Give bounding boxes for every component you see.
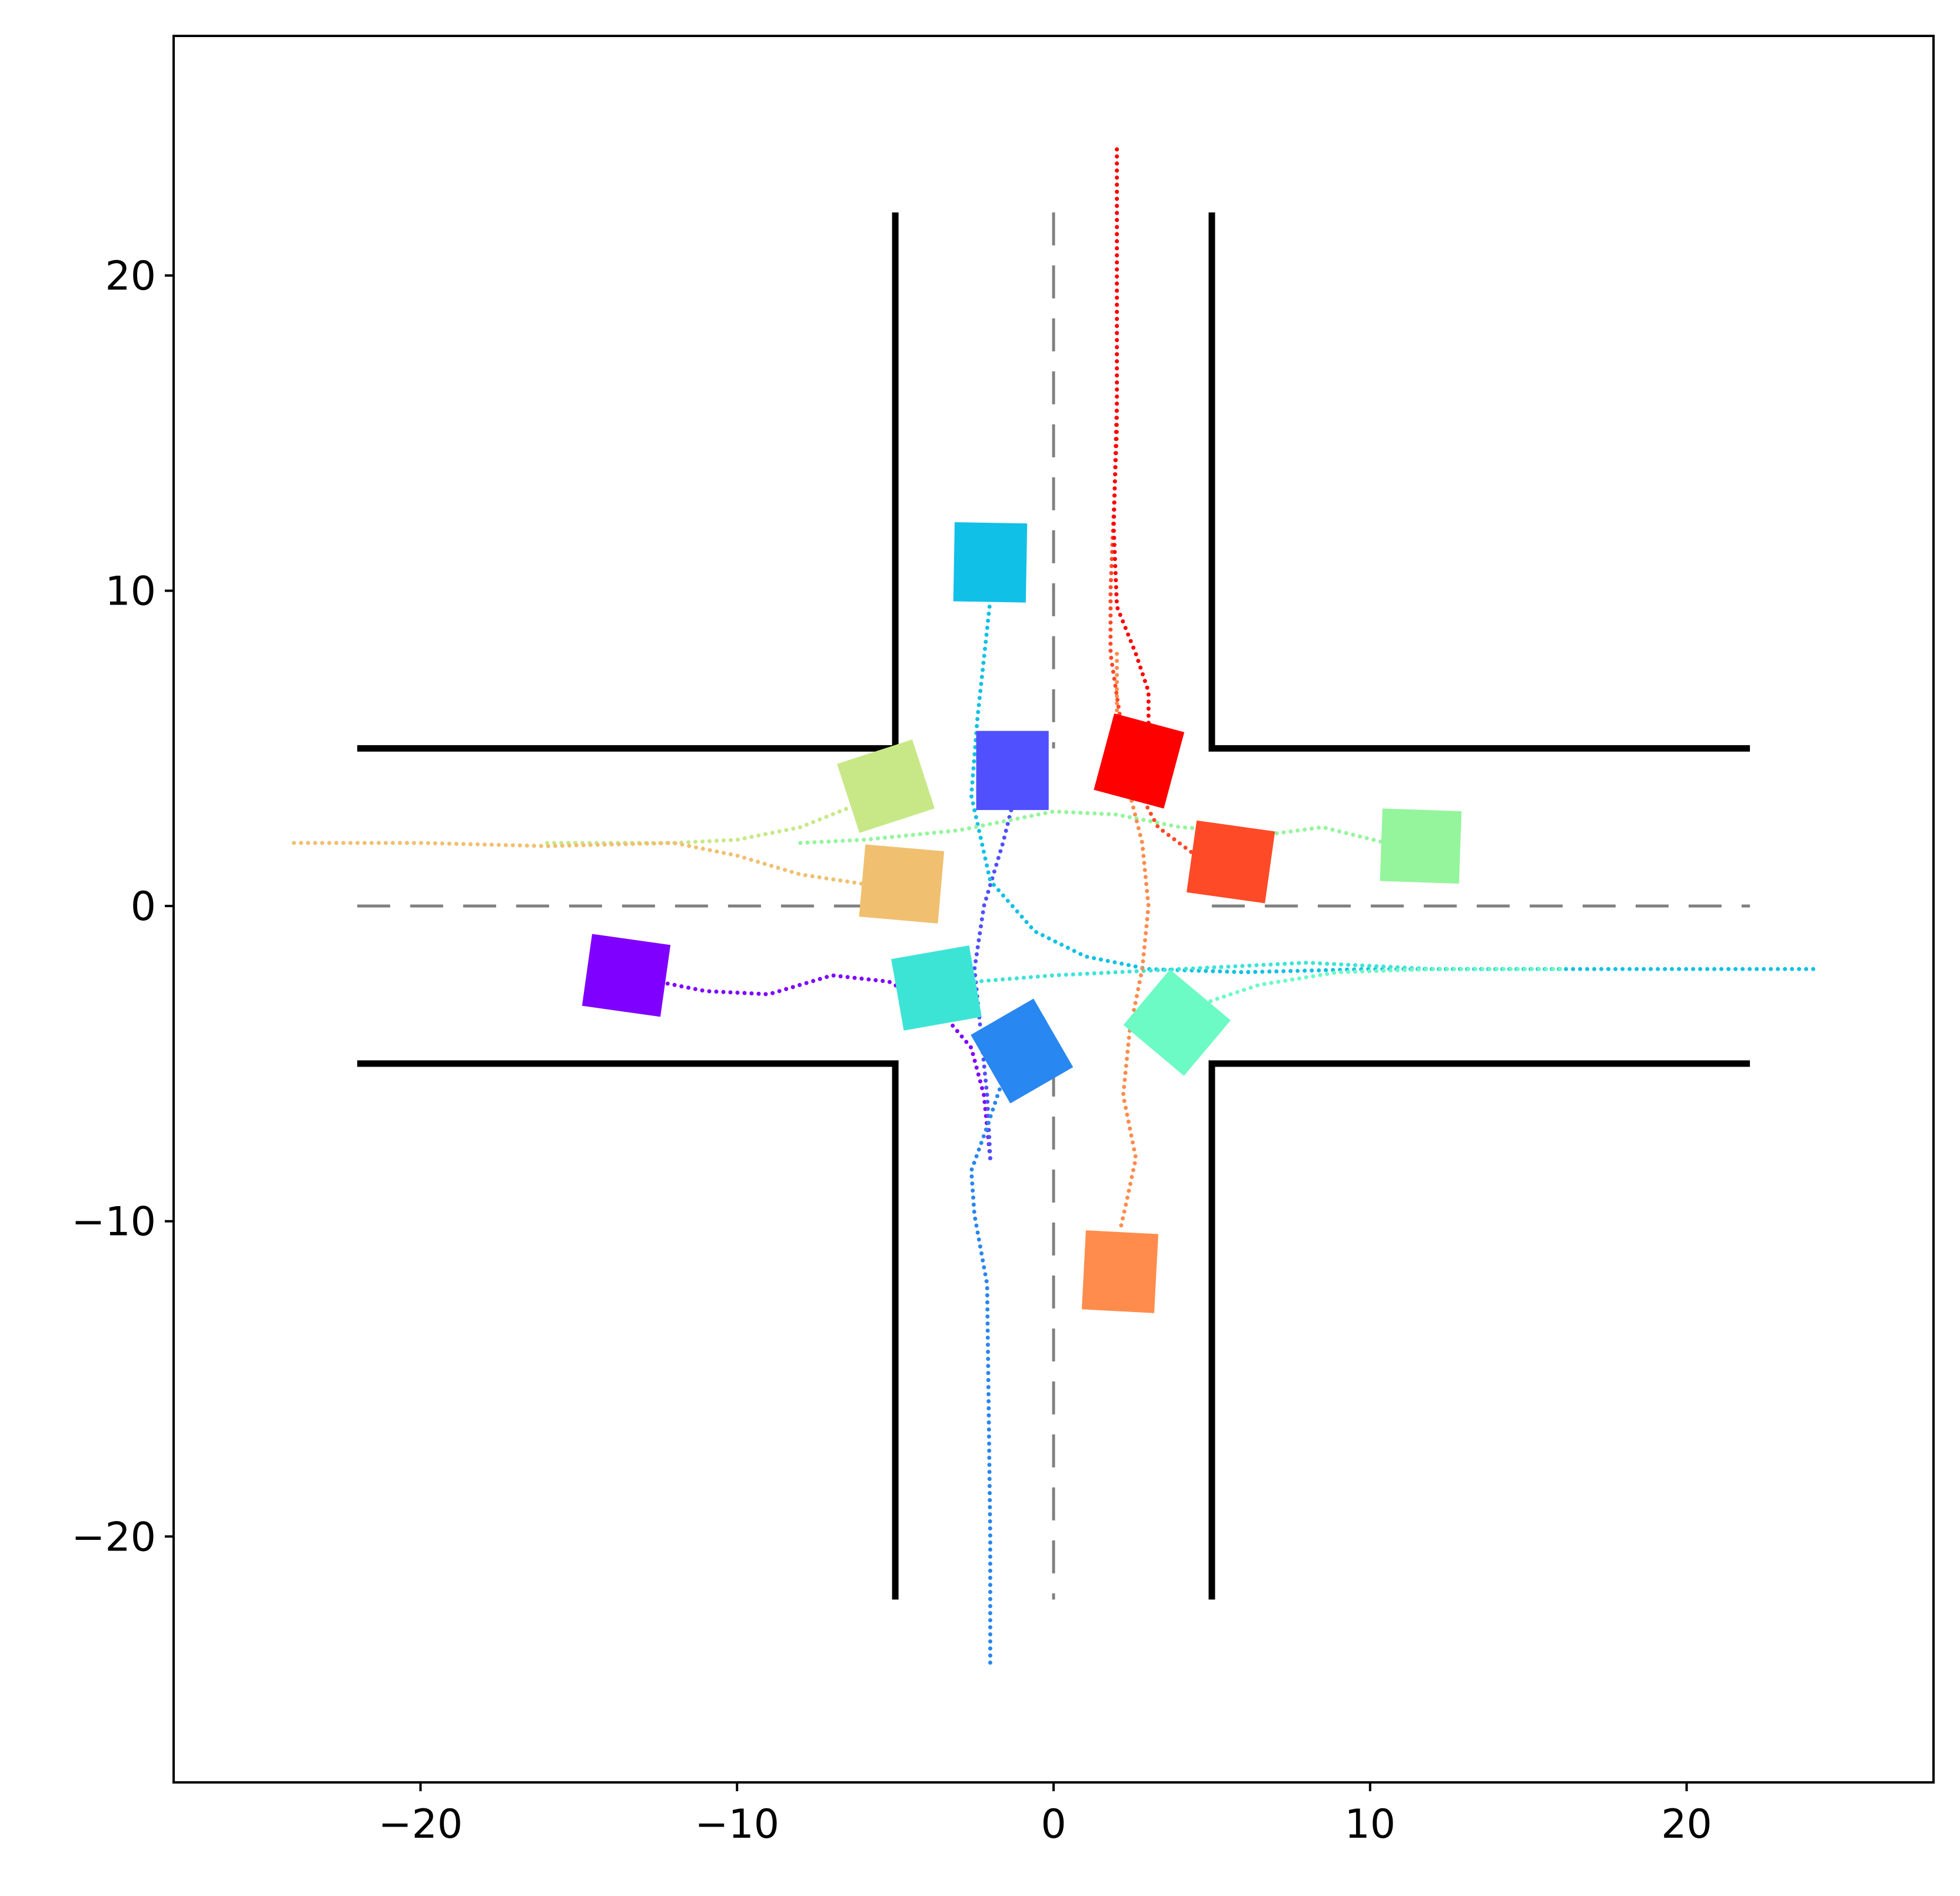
- vehicle-marker: [953, 522, 1028, 603]
- trajectory-path: [1111, 147, 1151, 725]
- y-tick-label: 20: [105, 253, 156, 300]
- x-tick-label: −20: [378, 1801, 463, 1848]
- trajectory-path: [972, 961, 1562, 984]
- trajectory-path: [969, 598, 1816, 975]
- trajectory-path: [1191, 967, 1562, 1012]
- x-tick-label: 20: [1661, 1801, 1712, 1848]
- trajectory-path: [545, 806, 850, 845]
- vehicle-marker: [1094, 713, 1185, 809]
- vehicle-marker: [1186, 820, 1275, 904]
- y-tick-label: 0: [131, 884, 156, 930]
- trajectory-path: [798, 809, 1388, 845]
- vehicle-marker: [971, 998, 1074, 1104]
- vehicle-marker: [1081, 1230, 1158, 1313]
- tick-layer: −20 −10 0 10 20 20 10 0 −10 −20: [71, 253, 1712, 1848]
- road-edge: [1208, 212, 1750, 752]
- vehicle-marker: [1123, 969, 1231, 1076]
- vehicle-layer: [582, 522, 1462, 1313]
- y-tick-label: −10: [71, 1199, 156, 1246]
- x-tick-label: 0: [1041, 1801, 1066, 1848]
- x-tick-label: 10: [1345, 1801, 1396, 1848]
- trajectory-path: [291, 841, 866, 886]
- trajectory-path: [972, 803, 1015, 1161]
- vehicle-marker: [976, 730, 1049, 811]
- trajectory-path: [969, 1077, 1005, 1665]
- vehicle-marker: [1380, 808, 1462, 884]
- road-edge: [357, 212, 899, 752]
- y-tick-label: −20: [71, 1514, 156, 1560]
- y-tick-label: 10: [105, 569, 156, 615]
- road-edge: [1208, 1060, 1750, 1600]
- vehicle-marker: [891, 945, 982, 1031]
- vehicle-marker: [582, 934, 671, 1017]
- vehicle-marker: [837, 739, 935, 833]
- vehicle-marker: [859, 844, 945, 924]
- road-edge: [357, 1060, 899, 1600]
- trajectory-path: [624, 973, 992, 1161]
- road-layer: [357, 212, 1750, 1600]
- x-tick-label: −10: [695, 1801, 779, 1848]
